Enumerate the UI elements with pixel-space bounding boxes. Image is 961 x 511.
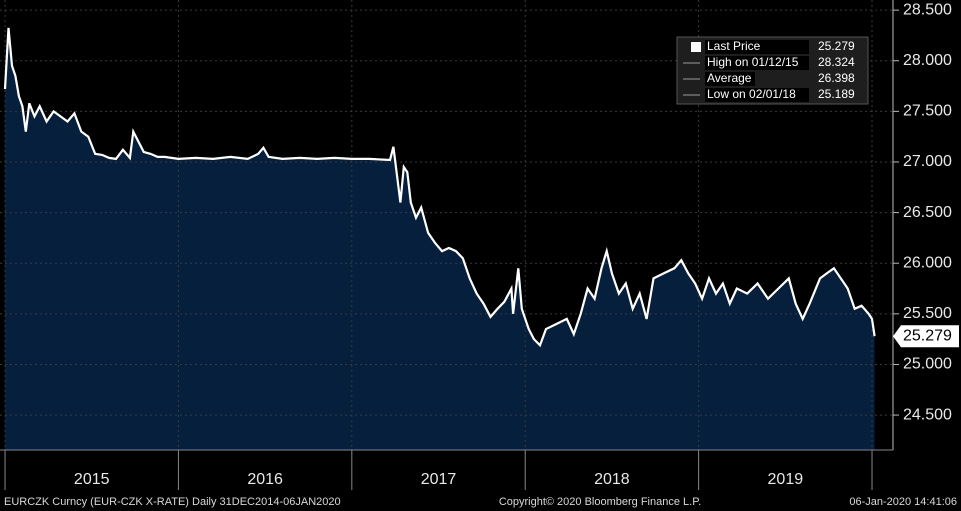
price-line: [3, 27, 876, 348]
plot-area: [0, 0, 893, 451]
legend-swatch: [691, 42, 701, 52]
y-tick-label: 28.000: [903, 52, 952, 69]
area-fill: [5, 27, 875, 451]
x-tick-label: 2017: [421, 471, 457, 488]
legend-label: Average: [707, 71, 752, 85]
legend: Last Price 25.279 High on 01/12/15 28.324 Av…: [683, 39, 855, 102]
footer-center: Copyright© 2020 Bloomberg Finance L.P.: [499, 496, 701, 508]
y-tick-label: 28.500: [903, 1, 952, 18]
y-tick-label: 27.500: [903, 103, 952, 120]
legend-label: High on 01/12/15: [707, 55, 799, 69]
y-tick-label: 24.500: [903, 406, 952, 423]
y-tick-label: 26.500: [903, 204, 952, 221]
legend-value: 26.398: [818, 71, 855, 85]
y-tick-label: 25.000: [903, 356, 952, 373]
legend-value: 28.324: [818, 55, 855, 69]
legend-label: Low on 02/01/18: [707, 87, 796, 101]
x-tick-label: 2016: [247, 471, 283, 488]
x-tick-label: 2019: [768, 471, 804, 488]
y-tick-label: 25.500: [903, 305, 952, 322]
legend-label-bg: [705, 56, 809, 70]
footer-right: 06-Jan-2020 14:41:06: [849, 496, 957, 508]
legend-label: Last Price: [707, 39, 761, 53]
legend-label-bg: [705, 88, 809, 102]
y-tick-label: 27.000: [903, 153, 952, 170]
legend-label-bg: [705, 40, 809, 54]
last-price-label: 25.279: [903, 327, 952, 344]
x-tick-label: 2018: [594, 471, 630, 488]
legend-label-bg: [705, 72, 755, 86]
y-tick-label: 26.000: [903, 254, 952, 271]
legend-value: 25.189: [818, 87, 855, 101]
footer-left: EURCZK Curncy (EUR-CZK X-RATE) Daily 31D…: [4, 496, 341, 508]
last-price-flag: [893, 325, 959, 348]
x-tick-label: 2015: [74, 471, 110, 488]
legend-value: 25.279: [818, 39, 855, 53]
